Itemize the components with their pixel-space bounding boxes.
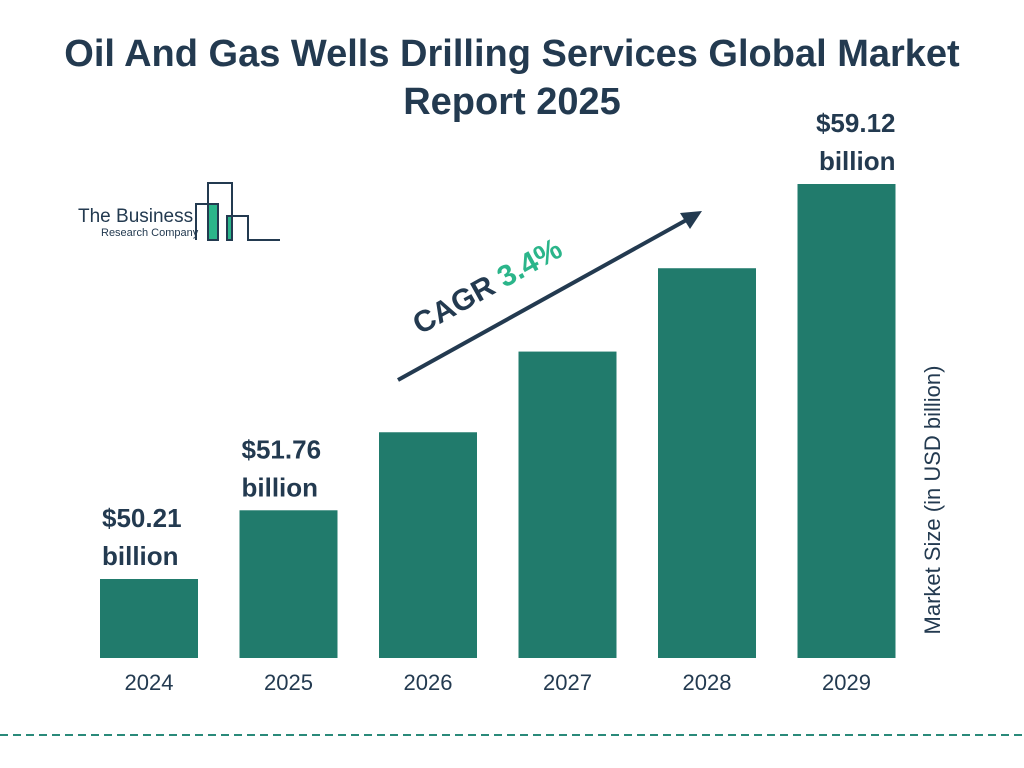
bar-2024 [100,579,198,658]
logo-line1: The Business [78,206,193,227]
arrow-head-icon [680,211,702,229]
data-label: $51.76 [242,434,322,464]
logo-line2: Research Company [101,227,199,239]
data-label: $59.12 [816,108,896,138]
x-tick-label: 2025 [264,670,313,695]
data-label: billion [819,146,896,176]
cagr-label: CAGR 3.4% [407,232,567,341]
bar-2028 [658,268,756,658]
data-label: $50.21 [102,503,182,533]
bar-2027 [518,351,617,658]
x-tick-label: 2026 [404,670,453,695]
data-label: billion [102,541,179,571]
bars: 2024 $50.21 billion 2025 $51.76 billion 2026 20… [100,108,896,695]
y-axis-label: Market Size (in USD billion) [920,366,945,635]
bar-2029 [797,184,896,658]
chart-title: Oil And Gas Wells Drilling Services Glob… [64,33,960,123]
bar-2026 [379,432,477,658]
data-label: billion [242,472,319,502]
x-tick-label: 2027 [543,670,592,695]
logo: The Business Research Company [78,182,280,241]
x-tick-label: 2028 [683,670,732,695]
x-tick-label: 2024 [125,670,174,695]
bar-2025 [239,510,338,658]
cagr-arrow-line [397,216,691,382]
x-tick-label: 2029 [822,670,871,695]
